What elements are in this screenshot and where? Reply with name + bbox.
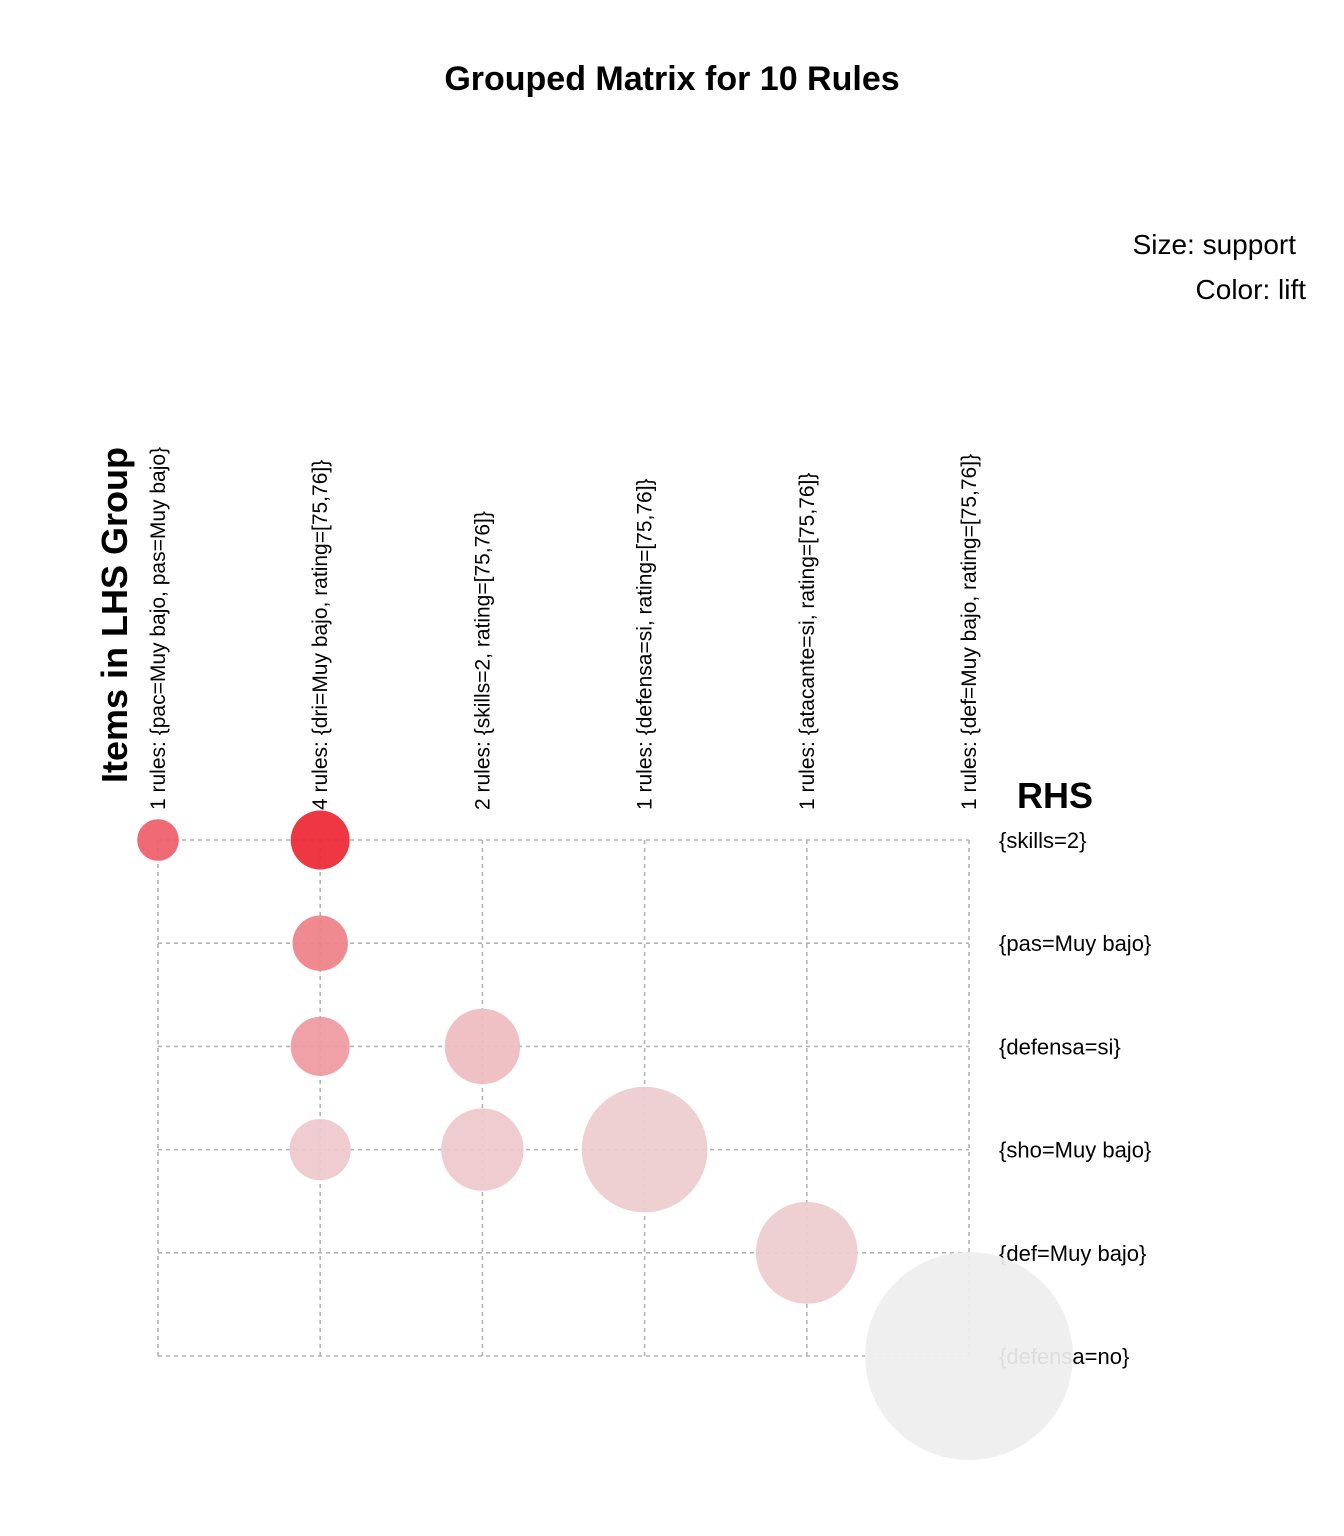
rhs-item-label: {skills=2} [999, 828, 1086, 853]
rhs-item-labels: {skills=2} {pas=Muy bajo} {defensa=si} {sho… [999, 828, 1151, 1369]
rule-bubble [444, 1008, 521, 1085]
legend-color: Color: lift [1196, 274, 1307, 305]
rhs-item-label: {pas=Muy bajo} [999, 931, 1151, 956]
legend-size: Size: support [1133, 229, 1297, 260]
lhs-group-label: 1 rules: {atacante=si, rating=[75,76]} [796, 473, 819, 810]
rule-bubble [441, 1108, 524, 1191]
rule-bubble [137, 819, 179, 861]
rhs-item-label: {sho=Muy bajo} [999, 1138, 1151, 1163]
rule-bubbles [137, 810, 1073, 1460]
rule-bubble [755, 1201, 858, 1304]
x-axis-title: Items in LHS Group [94, 447, 135, 783]
lhs-group-label: 1 rules: {def=Muy bajo, rating=[75,76]} [958, 454, 981, 810]
rhs-item-label: {defensa=si} [999, 1034, 1121, 1059]
rule-bubble [289, 1119, 351, 1181]
chart-title: Grouped Matrix for 10 Rules [444, 60, 899, 98]
rule-bubble [290, 1016, 350, 1076]
lhs-group-label: 1 rules: {defensa=si, rating=[75,76]} [634, 478, 657, 810]
lhs-group-labels: 1 rules: {pac=Muy bajo, pas=Muy bajo} 4 r… [147, 447, 981, 810]
lhs-group-label: 4 rules: {dri=Muy bajo, rating=[75,76]} [309, 460, 332, 810]
rhs-item-label: {def=Muy bajo} [999, 1241, 1146, 1266]
rule-bubble [292, 915, 348, 971]
lhs-group-label: 1 rules: {pac=Muy bajo, pas=Muy bajo} [147, 447, 170, 810]
rule-bubble [290, 810, 350, 870]
rule-bubble [581, 1086, 708, 1213]
lhs-group-label: 2 rules: {skills=2, rating=[75,76]} [471, 511, 494, 810]
y-axis-title: RHS [1017, 775, 1093, 816]
rule-bubble [865, 1252, 1073, 1460]
